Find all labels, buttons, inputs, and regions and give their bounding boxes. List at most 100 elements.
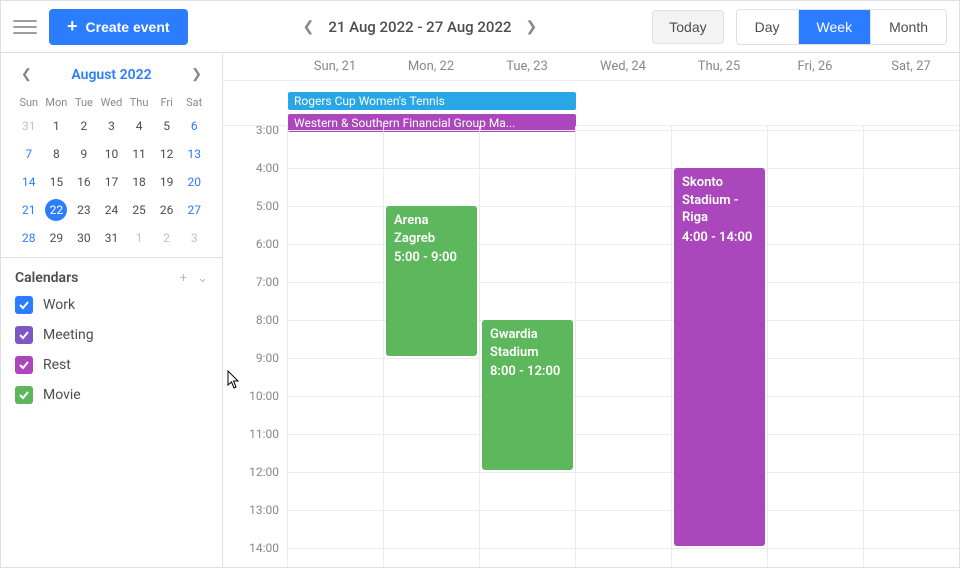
hour-label: 3:00: [223, 126, 287, 161]
mini-day[interactable]: 1: [43, 115, 71, 137]
prev-range-icon[interactable]: ❮: [299, 15, 319, 39]
mini-next-icon[interactable]: ❯: [185, 63, 208, 86]
sidebar: ❮ August 2022 ❯ SunMonTueWedThuFriSat311…: [1, 53, 223, 567]
mini-day[interactable]: 11: [125, 143, 153, 165]
expand-calendars-icon[interactable]: ⌄: [197, 271, 208, 286]
checkbox-icon[interactable]: [15, 386, 33, 404]
hour-label: 13:00: [223, 503, 287, 541]
calendar-item-label: Rest: [43, 357, 71, 373]
mini-day[interactable]: 16: [70, 171, 98, 193]
mini-day[interactable]: 10: [98, 143, 126, 165]
checkbox-icon[interactable]: [15, 296, 33, 314]
mini-day[interactable]: 8: [43, 143, 71, 165]
hour-label: 5:00: [223, 199, 287, 237]
today-button[interactable]: Today: [652, 10, 723, 44]
hour-label: 7:00: [223, 275, 287, 313]
view-day-button[interactable]: Day: [737, 10, 798, 44]
mini-day[interactable]: 22: [43, 199, 71, 221]
mini-day[interactable]: 23: [70, 199, 98, 221]
event-title: Gwardia Stadium: [490, 326, 565, 361]
mini-day[interactable]: 2: [70, 115, 98, 137]
calendar-item[interactable]: Movie: [15, 386, 208, 404]
mini-day[interactable]: 14: [15, 171, 43, 193]
view-week-button[interactable]: Week: [798, 10, 871, 44]
mini-day[interactable]: 1: [125, 227, 153, 249]
event-block[interactable]: Skonto Stadium - Riga4:00 - 14:00: [674, 168, 765, 546]
mini-day[interactable]: 15: [43, 171, 71, 193]
menu-toggle-icon[interactable]: [13, 15, 37, 39]
checkbox-icon[interactable]: [15, 356, 33, 374]
day-header: Tue, 23: [479, 53, 575, 80]
mini-day[interactable]: 24: [98, 199, 126, 221]
day-column[interactable]: [863, 126, 959, 567]
mini-day[interactable]: 31: [15, 115, 43, 137]
mini-day[interactable]: 18: [125, 171, 153, 193]
mini-day[interactable]: 3: [180, 227, 208, 249]
checkbox-icon[interactable]: [15, 326, 33, 344]
mini-day[interactable]: 17: [98, 171, 126, 193]
add-calendar-icon[interactable]: +: [180, 271, 187, 286]
day-header: Sat, 27: [863, 53, 959, 80]
mini-day[interactable]: 13: [180, 143, 208, 165]
day-column[interactable]: [575, 126, 671, 567]
mini-prev-icon[interactable]: ❮: [15, 63, 38, 86]
hour-label: 4:00: [223, 161, 287, 199]
mini-dow: Tue: [70, 96, 98, 109]
hour-label: 6:00: [223, 237, 287, 275]
calendar-item-label: Work: [43, 297, 75, 313]
day-column[interactable]: [287, 126, 383, 567]
plus-icon: +: [67, 16, 78, 37]
mini-day[interactable]: 7: [15, 143, 43, 165]
event-time: 8:00 - 12:00: [490, 363, 565, 381]
view-month-button[interactable]: Month: [870, 10, 946, 44]
week-calendar: Sun, 21Mon, 22Tue, 23Wed, 24Thu, 25Fri, …: [223, 53, 959, 567]
allday-event[interactable]: Rogers Cup Women's Tennis: [288, 92, 576, 110]
view-switch: DayWeekMonth: [736, 9, 947, 45]
mini-dow: Wed: [98, 96, 126, 109]
mini-day[interactable]: 28: [15, 227, 43, 249]
hour-label: 8:00: [223, 313, 287, 351]
calendar-item[interactable]: Meeting: [15, 326, 208, 344]
day-column[interactable]: [767, 126, 863, 567]
day-header: Fri, 26: [767, 53, 863, 80]
mini-dow: Fri: [153, 96, 181, 109]
calendars-section: Calendars + ⌄ Work Meeting Rest Movie: [1, 257, 222, 416]
event-block[interactable]: Arena Zagreb5:00 - 9:00: [386, 206, 477, 356]
mini-day[interactable]: 3: [98, 115, 126, 137]
calendar-item-label: Meeting: [43, 327, 94, 343]
mini-calendar: ❮ August 2022 ❯ SunMonTueWedThuFriSat311…: [1, 53, 222, 257]
day-column[interactable]: Gwardia Stadium 8:00 - 12:00: [479, 126, 575, 567]
event-time: 4:00 - 14:00: [682, 229, 757, 247]
next-range-icon[interactable]: ❯: [522, 15, 542, 39]
day-header: Wed, 24: [575, 53, 671, 80]
mini-day[interactable]: 12: [153, 143, 181, 165]
mini-day[interactable]: 31: [98, 227, 126, 249]
allday-row: Rogers Cup Women's TennisWestern & South…: [223, 81, 959, 126]
day-column[interactable]: Skonto Stadium - Riga4:00 - 14:00: [671, 126, 767, 567]
event-block[interactable]: Gwardia Stadium 8:00 - 12:00: [482, 320, 573, 470]
mini-day[interactable]: 6: [180, 115, 208, 137]
calendar-item[interactable]: Work: [15, 296, 208, 314]
mini-day[interactable]: 9: [70, 143, 98, 165]
calendar-item[interactable]: Rest: [15, 356, 208, 374]
mini-day[interactable]: 25: [125, 199, 153, 221]
mini-day[interactable]: 21: [15, 199, 43, 221]
mini-day[interactable]: 26: [153, 199, 181, 221]
mini-dow: Thu: [125, 96, 153, 109]
calendar-item-label: Movie: [43, 387, 81, 403]
calendars-title: Calendars: [15, 270, 78, 286]
mini-day[interactable]: 27: [180, 199, 208, 221]
day-column[interactable]: Arena Zagreb5:00 - 9:00: [383, 126, 479, 567]
mini-day[interactable]: 19: [153, 171, 181, 193]
mini-day[interactable]: 20: [180, 171, 208, 193]
mini-day[interactable]: 5: [153, 115, 181, 137]
mini-day[interactable]: 30: [70, 227, 98, 249]
mini-calendar-title[interactable]: August 2022: [71, 67, 151, 83]
mini-day[interactable]: 2: [153, 227, 181, 249]
date-range-label: 21 Aug 2022 - 27 Aug 2022: [328, 18, 511, 36]
date-range-nav: ❮ 21 Aug 2022 - 27 Aug 2022 ❯: [299, 15, 542, 39]
mini-day[interactable]: 4: [125, 115, 153, 137]
mini-day[interactable]: 29: [43, 227, 71, 249]
hour-label: 10:00: [223, 389, 287, 427]
create-event-button[interactable]: + Create event: [49, 9, 188, 45]
